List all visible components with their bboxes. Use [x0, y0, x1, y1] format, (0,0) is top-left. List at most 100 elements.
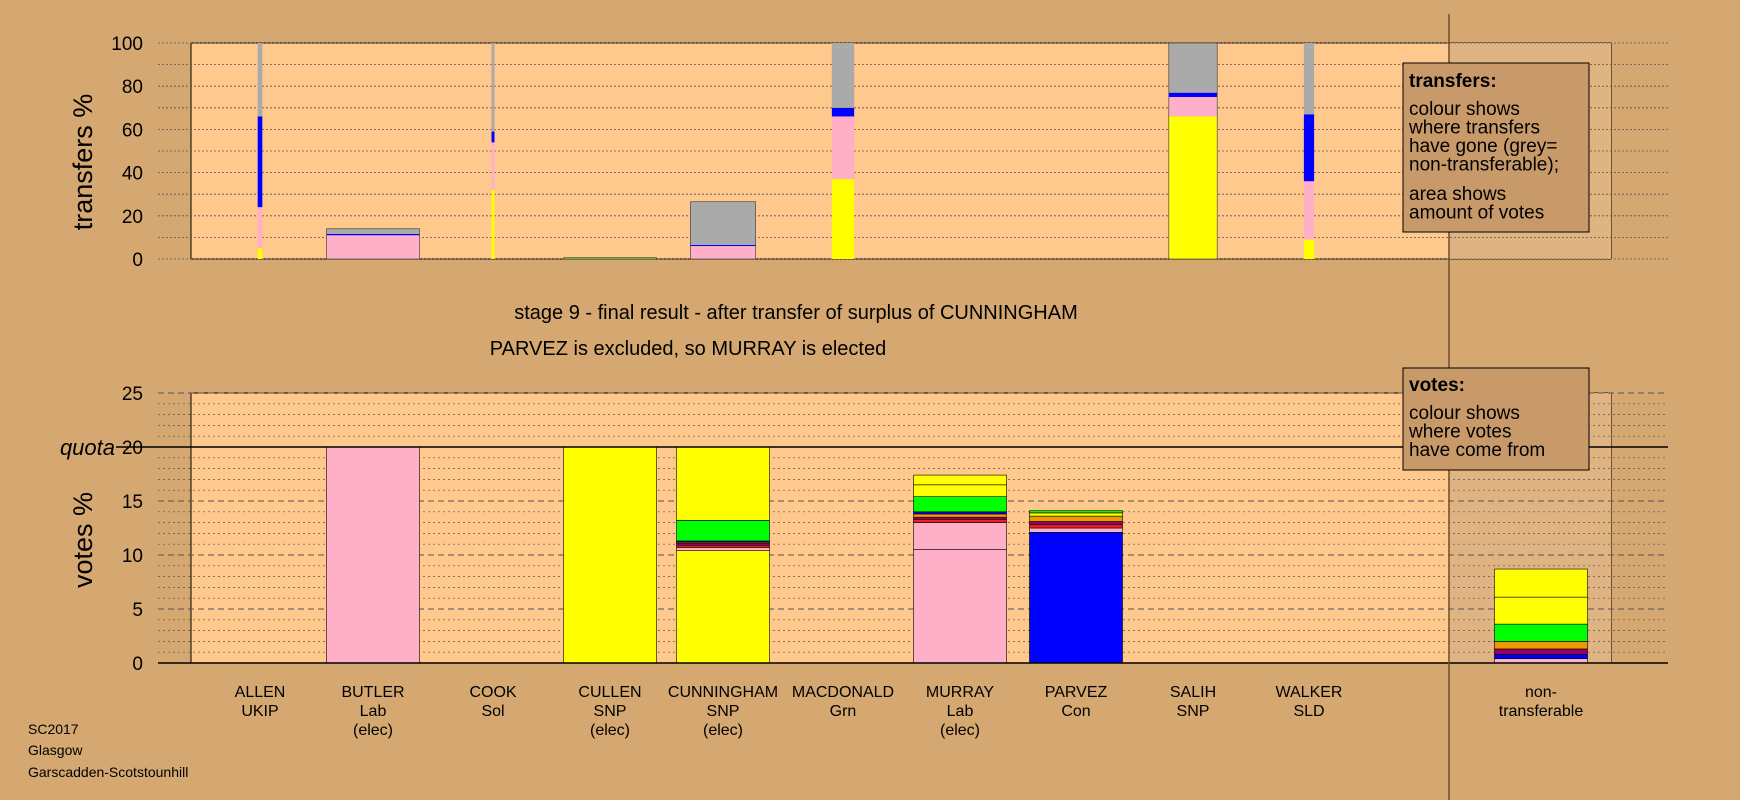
candidate-party: Sol: [481, 703, 504, 720]
votes-plot-area: [190, 392, 1612, 664]
nontransferable-label: transferable: [1499, 703, 1584, 720]
transfer-segment-cook: [491, 43, 495, 132]
votes-tick-label: 25: [122, 384, 143, 405]
candidate-party: Lab: [360, 703, 387, 720]
transfer-segment-cook: [491, 142, 495, 190]
vote-segment-murray: [913, 522, 1007, 550]
vote-segment-butler: [326, 446, 420, 664]
transfer-segment-macdonald: [831, 107, 855, 117]
candidate-party: SNP: [594, 703, 627, 720]
transfer-segment-allen: [257, 116, 263, 208]
candidate-status: (elec): [703, 722, 743, 739]
transfers-legend-line: have gone (grey=: [1409, 136, 1557, 157]
candidate-party: SNP: [707, 703, 740, 720]
vote-segment-cullen: [563, 446, 657, 664]
candidate-name: ALLEN: [235, 684, 286, 701]
candidate-name: PARVEZ: [1045, 684, 1108, 701]
footer-ward: Garscadden-Scotstounhill: [28, 764, 188, 780]
transfer-bar-outline: [1168, 42, 1218, 260]
vote-segment-parvez: [1029, 521, 1123, 526]
transfers-axis-title: transfers %: [68, 94, 98, 231]
transfer-bar-outline: [690, 201, 756, 260]
footer-election: SC2017: [28, 721, 79, 737]
transfer-segment-macdonald: [831, 116, 855, 180]
candidate-name: WALKER: [1276, 684, 1343, 701]
transfer-segment-cullen: [563, 258, 657, 259]
votes-legend-box: [1402, 367, 1590, 471]
transfers-tick-label: 20: [122, 207, 143, 228]
transfers-tick-label: 0: [132, 250, 143, 271]
candidate-name: MURRAY: [926, 684, 994, 701]
vote-segment-cunningham: [676, 542, 770, 546]
vote-segment-non-transferable: [1494, 654, 1588, 659]
transfer-segment-walker: [1303, 181, 1315, 240]
transfers-legend-line: amount of votes: [1409, 203, 1544, 224]
quota-label: quota: [60, 435, 115, 460]
candidate-name: COOK: [469, 684, 516, 701]
vote-segment-parvez: [1029, 515, 1123, 522]
vote-segment-non-transferable: [1494, 568, 1588, 598]
vote-segment-murray: [913, 519, 1007, 523]
vote-segment-murray: [913, 474, 1007, 486]
transfer-segment-cunningham: [690, 246, 756, 259]
votes-axis-title: votes %: [68, 492, 98, 588]
transfers-tick-label: 40: [122, 164, 143, 185]
result-subtitle: PARVEZ is excluded, so MURRAY is elected: [490, 338, 886, 360]
transfer-segment-walker: [1303, 239, 1315, 259]
vote-segment-non-transferable: [1494, 596, 1588, 625]
transfers-tick-label: 80: [122, 77, 143, 98]
votes-tick-label: 0: [132, 654, 143, 675]
vote-segment-cunningham: [676, 544, 770, 548]
votes-tick-label: 15: [122, 492, 143, 513]
votes-legend-line: where votes: [1408, 422, 1511, 443]
vote-segment-parvez: [1029, 512, 1123, 517]
transfer-segment-allen: [257, 207, 263, 249]
candidate-party: Con: [1061, 703, 1090, 720]
candidate-name: BUTLER: [341, 684, 404, 701]
transfer-segment-walker: [1303, 43, 1315, 115]
transfer-segment-cook: [491, 131, 495, 143]
transfer-segment-cook: [491, 189, 495, 259]
vote-segment-murray: [913, 513, 1007, 518]
vote-segment-parvez: [1029, 524, 1123, 529]
vote-segment-murray: [913, 511, 1007, 515]
votes-legend-line: have come from: [1409, 440, 1545, 461]
transfer-segment-cunningham: [690, 244, 756, 247]
transfer-bar-outline: [563, 257, 657, 260]
vote-segment-non-transferable: [1494, 641, 1588, 650]
vote-segment-parvez: [1029, 527, 1123, 533]
vote-segment-cunningham: [676, 520, 770, 542]
transfer-segment-butler: [326, 235, 420, 259]
candidate-status: (elec): [940, 722, 980, 739]
candidate-name: CUNNINGHAM: [668, 684, 778, 701]
stage-title: stage 9 - final result - after transfer …: [514, 302, 1078, 324]
transfers-legend-line: colour shows: [1409, 99, 1520, 120]
transfer-segment-allen: [257, 248, 263, 259]
votes-legend-line: colour shows: [1409, 403, 1520, 424]
candidate-party: UKIP: [241, 703, 278, 720]
transfers-legend-title: transfers:: [1409, 71, 1497, 92]
transfer-segment-walker: [1303, 114, 1315, 182]
votes-legend-title: votes:: [1409, 375, 1465, 396]
candidate-party: SLD: [1293, 703, 1324, 720]
vote-segment-cunningham: [676, 550, 770, 664]
vote-segment-parvez: [1029, 510, 1123, 514]
votes-tick-label: 20: [122, 438, 143, 459]
votes-tick-label: 5: [132, 600, 143, 621]
candidate-name: MACDONALD: [792, 684, 894, 701]
transfer-segment-cullen: [563, 257, 657, 259]
transfer-segment-salih: [1168, 92, 1218, 97]
transfer-segment-salih: [1168, 116, 1218, 259]
vote-segment-murray: [913, 484, 1007, 497]
transfers-tick-label: 100: [111, 34, 143, 55]
vote-segment-murray: [913, 549, 1007, 664]
nontransferable-label: non-: [1525, 684, 1557, 701]
transfer-bar-outline: [326, 228, 420, 260]
vote-segment-cunningham: [676, 446, 770, 521]
transfer-segment-salih: [1168, 97, 1218, 117]
vote-segment-non-transferable: [1494, 648, 1588, 655]
transfers-legend-box: [1402, 62, 1590, 233]
transfer-segment-butler: [326, 228, 420, 234]
